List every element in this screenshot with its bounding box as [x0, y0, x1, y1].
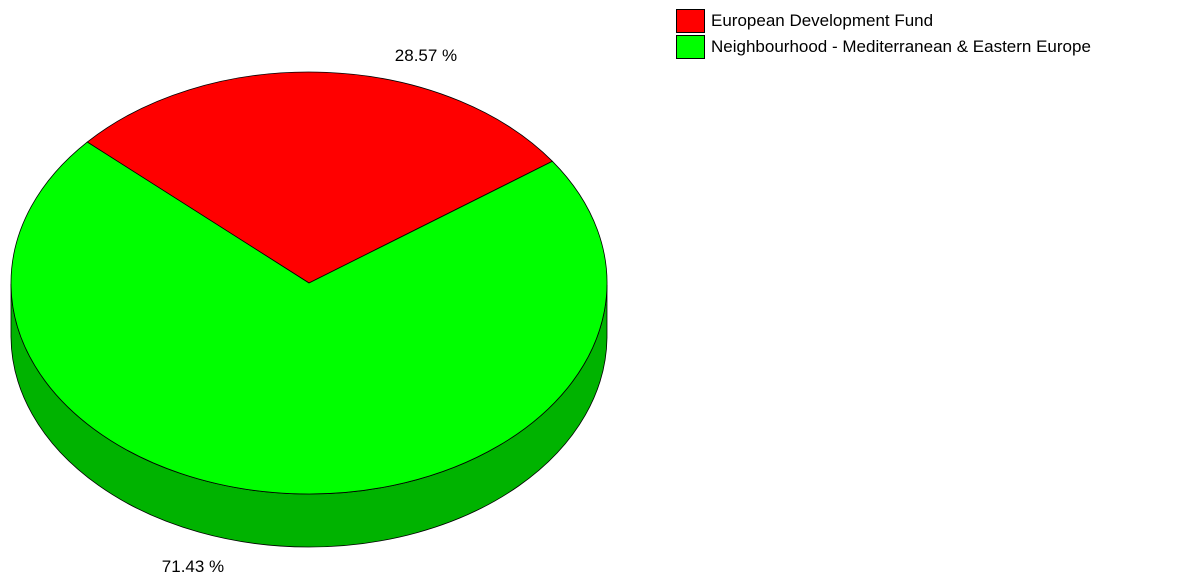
- legend-swatch-green: [676, 35, 705, 59]
- legend-item-neighbourhood: Neighbourhood - Mediterranean & Eastern …: [676, 34, 1091, 60]
- slice-value-label: 28.57 %: [395, 46, 457, 65]
- pie-slices-group: [10, 71, 608, 495]
- legend: European Development Fund Neighbourhood …: [676, 8, 1091, 60]
- slice-value-label: 71.43 %: [162, 557, 224, 576]
- legend-label: European Development Fund: [711, 11, 934, 30]
- pie-slice-1: [10, 141, 608, 495]
- legend-label: Neighbourhood - Mediterranean & Eastern …: [711, 37, 1091, 56]
- pie-labels-group: 28.57 % 71.43 %: [162, 46, 457, 576]
- legend-item-european-development-fund: European Development Fund: [676, 8, 1091, 34]
- pie-slice-0: [86, 71, 554, 284]
- legend-swatch-red: [676, 9, 705, 33]
